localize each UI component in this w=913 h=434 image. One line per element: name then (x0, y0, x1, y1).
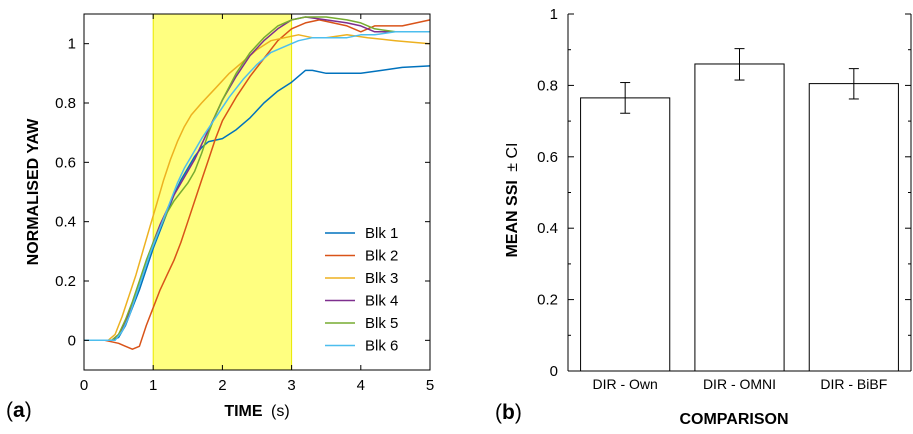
y-tick-label: 0.2 (537, 292, 558, 309)
y-tick-label: 0.4 (55, 214, 76, 231)
y-axis-label: MEAN SSI ± CI (504, 142, 521, 257)
y-axis-ticks: 0 0.2 0.4 0.6 0.8 1 (55, 36, 430, 349)
legend-label-blk-5: Blk 5 (365, 315, 398, 332)
y-tick-label: 0 (68, 332, 76, 349)
series-lines (84, 16, 431, 350)
panel-b-bar-chart: 00.20.40.60.81 DIR - Own DIR - OMNI DIR - … (495, 6, 912, 428)
series-line-blk-6 (84, 31, 430, 342)
legend-label-blk-4: Blk 4 (365, 293, 398, 310)
x-tick-label: DIR - BiBF (820, 376, 887, 392)
x-tick-label: DIR - OMNI (703, 376, 776, 392)
y-tick-label: 0.6 (537, 149, 558, 166)
x-axis-label: TIME (s) (224, 403, 289, 420)
legend-label-blk-6: Blk 6 (365, 338, 398, 355)
y-tick-label: 0.2 (55, 273, 76, 290)
y-tick-label: 1 (68, 36, 76, 53)
y-tick-label: 1 (550, 6, 558, 23)
series-line-blk-2 (84, 19, 431, 350)
legend-label-blk-3: Blk 3 (365, 270, 398, 287)
y-tick-label: 0.4 (537, 220, 558, 237)
y-tick-label: 0.6 (55, 154, 76, 171)
bar-3 (808, 83, 899, 372)
x-tick-label: 2 (218, 377, 226, 394)
legend-label-blk-2: Blk 2 (365, 248, 398, 265)
x-axis-ticks: 0 1 2 3 4 5 (80, 14, 434, 394)
panel-label-a: (a) (6, 399, 32, 422)
x-axis-label: COMPARISON (679, 411, 788, 428)
bar-1 (580, 97, 671, 372)
series-line-blk-5 (84, 16, 430, 342)
x-tick-label: DIR - Own (592, 376, 657, 392)
series-line-blk-1 (84, 65, 431, 342)
x-tick-label: 3 (287, 377, 295, 394)
y-tick-label: 0 (550, 363, 558, 380)
x-tick-label: 4 (357, 377, 365, 394)
x-tick-label: 5 (426, 377, 434, 394)
bars (580, 63, 899, 372)
y-axis-label: NORMALISED YAW (25, 118, 42, 266)
x-tick-label: 1 (149, 377, 157, 394)
y-tick-label: 0.8 (537, 77, 558, 94)
bar-2 (694, 63, 785, 372)
x-axis-ticks: DIR - Own DIR - OMNI DIR - BiBF (592, 376, 887, 392)
y-tick-label: 0.8 (55, 95, 76, 112)
legend: Blk 1 Blk 2 Blk 3 Blk 4 Blk 5 Blk 6 (325, 225, 398, 355)
x-tick-label: 0 (80, 377, 88, 394)
legend-label-blk-1: Blk 1 (365, 225, 398, 242)
error-bars (620, 48, 859, 114)
panel-label-b: (b) (495, 401, 522, 424)
plot-area-frame (83, 13, 431, 371)
y-axis-ticks: 0 0.2 0.4 0.6 0.8 1 (537, 6, 911, 380)
